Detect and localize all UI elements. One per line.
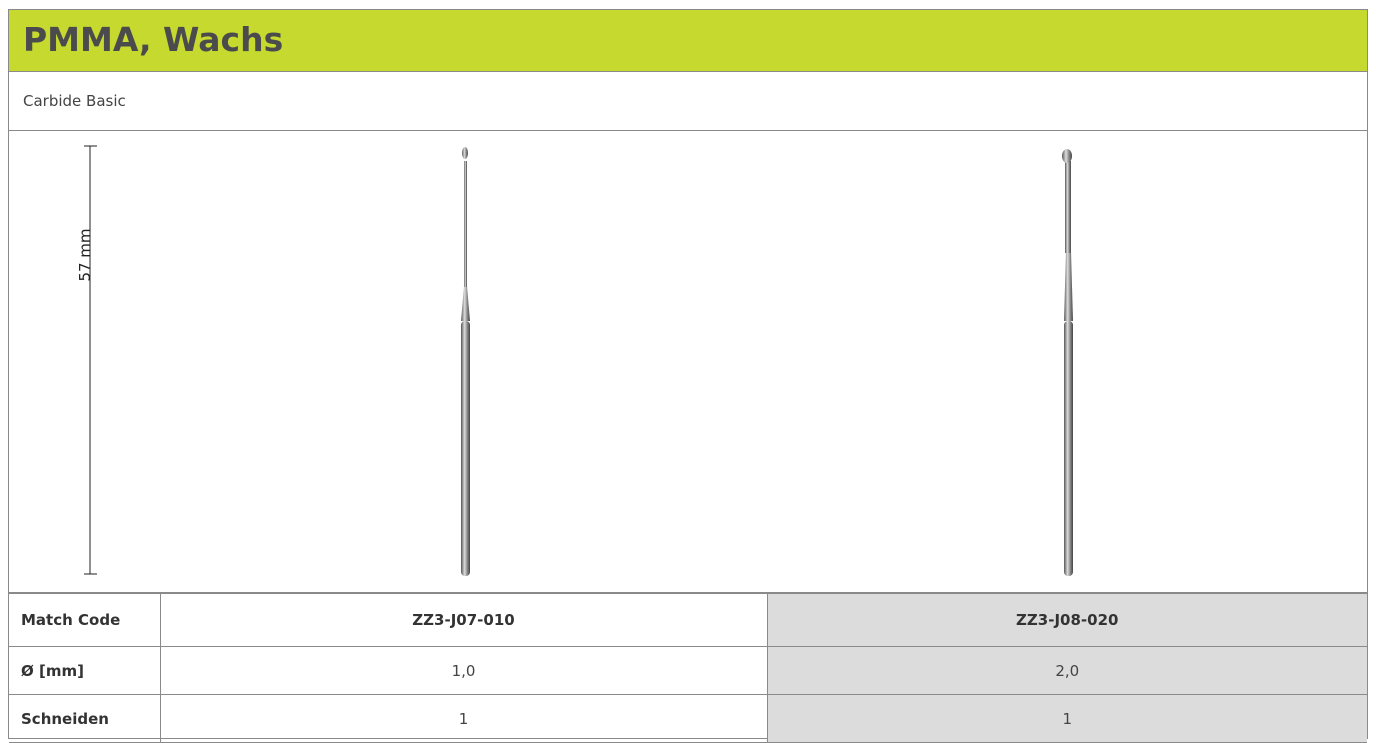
cell: 1,0 xyxy=(159,646,768,695)
cell: 1 xyxy=(159,694,768,743)
cell: 1 xyxy=(766,694,1367,743)
dimension-label: 57 mm xyxy=(76,228,94,282)
row-label: Ø [mm] xyxy=(9,646,161,695)
table-row: Schneiden 1 1 xyxy=(9,694,1367,743)
cell: ZZ3-J08-020 xyxy=(766,593,1367,647)
cell: ZZ3-J07-010 xyxy=(159,593,768,647)
row-label: Schneiden xyxy=(9,694,161,743)
header: PMMA, Wachs xyxy=(9,10,1367,72)
title: PMMA, Wachs xyxy=(23,20,284,59)
subtitle: Carbide Basic xyxy=(9,72,1367,131)
table-row: Match Code ZZ3-J07-010 ZZ3-J08-020 xyxy=(9,593,1367,647)
table-row: Ø [mm] 1,0 2,0 xyxy=(9,646,1367,695)
product-sheet: PMMA, Wachs Carbide Basic 57 mm Match Co… xyxy=(8,9,1368,743)
row-label: Match Code xyxy=(9,593,161,647)
cell: 2,0 xyxy=(766,646,1367,695)
tools xyxy=(84,145,1073,576)
image-row: 57 mm xyxy=(9,131,1367,593)
spec-table: Match Code ZZ3-J07-010 ZZ3-J08-020 Ø [mm] 1,… xyxy=(9,593,1367,743)
